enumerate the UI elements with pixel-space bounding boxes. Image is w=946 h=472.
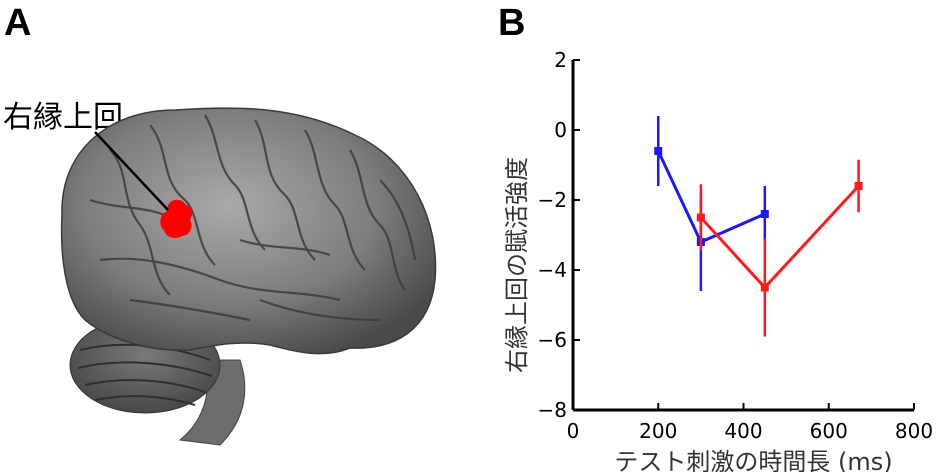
data-point-red: [760, 283, 769, 292]
x-tick-label: 200: [639, 419, 677, 443]
data-point-red: [696, 213, 705, 222]
x-tick-label: 800: [895, 419, 933, 443]
data-point-red: [854, 182, 863, 190]
brain-illustration: [60, 107, 437, 446]
pointer-line: [94, 131, 169, 211]
x-tick-label: 600: [810, 419, 848, 443]
x-tick-label: 0: [567, 419, 580, 443]
data-point-blue: [654, 147, 663, 155]
y-tick-label: −6: [538, 328, 567, 352]
panel-b-letter: B: [498, 2, 526, 44]
y-tick-label: −8: [538, 398, 567, 422]
y-tick-label: −4: [538, 258, 567, 282]
panel-a-letter: A: [4, 2, 32, 44]
region-label: 右縁上回: [3, 100, 123, 135]
y-axis-label: 右縁上回の賦活強度: [503, 157, 531, 373]
data-point-blue: [760, 210, 769, 218]
x-tick-label: 400: [724, 419, 762, 443]
y-tick-label: 0: [554, 118, 567, 142]
cerebrum: [60, 107, 437, 355]
brain-panel: A 右縁上回: [0, 0, 470, 472]
x-axis-label: テスト刺激の時間長 (ms): [614, 448, 892, 472]
series-line-red: [699, 184, 860, 290]
chart-panel: B 2 0 −2 −4 −6 −8 0 200 400 600 800 テスト刺激の時間長 (ms) 右…: [470, 0, 946, 472]
y-tick-label: 2: [554, 48, 567, 72]
y-tick-label: −2: [538, 188, 567, 212]
